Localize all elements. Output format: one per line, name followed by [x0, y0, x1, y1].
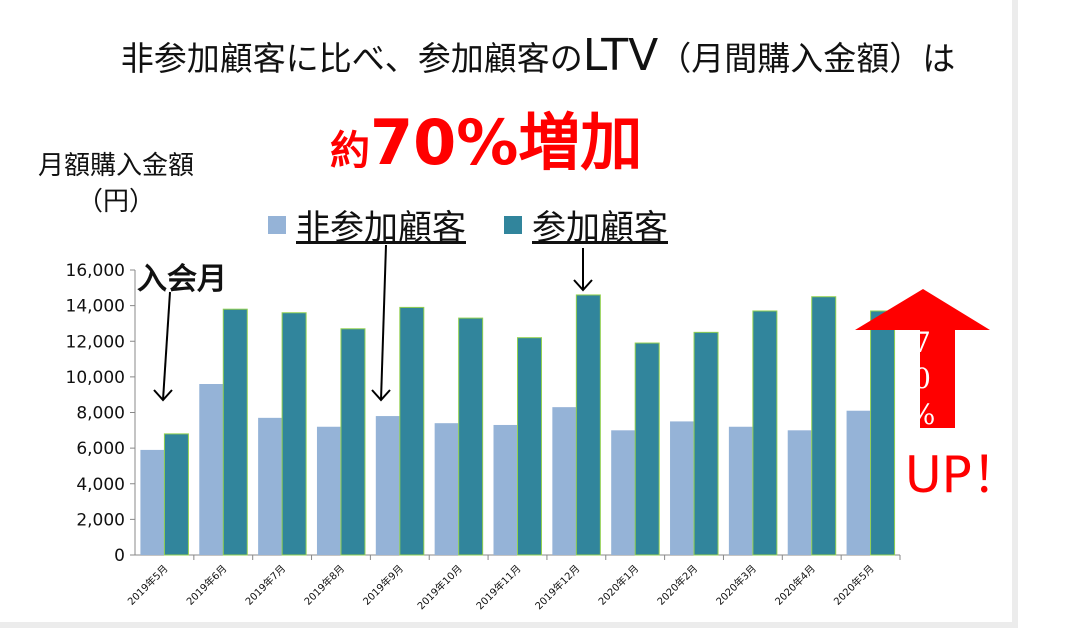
- arrow-head-icon: [371, 389, 391, 402]
- bar-participant: [340, 328, 366, 556]
- x-tick-label: 2019年11月: [473, 562, 523, 612]
- bar-participant: [281, 312, 307, 556]
- title-ltv: LTV: [582, 30, 659, 81]
- y-tick-label: 6,000: [76, 439, 125, 459]
- bar-non-participant: [728, 426, 753, 555]
- bar-participant: [517, 337, 542, 556]
- x-tick-label: 2020年3月: [713, 562, 759, 608]
- y-tick-label: 8,000: [76, 404, 125, 424]
- bar-non-participant: [611, 430, 636, 555]
- up-text: UP！: [905, 446, 1022, 504]
- slide-title: 非参加顧客に比べ、参加顧客のLTV（月間購入金額）は: [0, 30, 1076, 81]
- y-tick-label: 12,000: [66, 332, 125, 352]
- y-axis-label-line: （円）: [77, 187, 156, 217]
- bar-participant: [752, 310, 778, 556]
- y-tick-label: 14,000: [66, 297, 125, 317]
- y-axis-label-line: 月額購入金額: [38, 151, 195, 181]
- bar-participant: [634, 342, 660, 556]
- x-tick-label: 2019年7月: [242, 562, 288, 608]
- bar-non-participant: [140, 449, 165, 555]
- y-tick-label: 16,000: [66, 261, 125, 281]
- x-tick-label: 2019年5月: [125, 562, 171, 608]
- bar-participant: [575, 294, 601, 556]
- join-month-label: 入会月: [137, 262, 227, 297]
- up-arrow-percent-char: 0: [913, 362, 931, 395]
- title-part: （月間購入金額）は: [658, 39, 956, 78]
- up-arrow-percent-char: %: [909, 398, 936, 431]
- bar-non-participant: [552, 407, 577, 555]
- bar-non-participant: [434, 423, 459, 555]
- legend-label-part: 参加顧客: [532, 208, 668, 248]
- headline-prefix: 約: [330, 128, 370, 174]
- legend-swatch-non: [268, 215, 286, 234]
- y-tick-label: 2,000: [76, 510, 125, 530]
- headline: 約70%増加: [330, 92, 642, 182]
- bar-non-participant: [375, 416, 400, 555]
- arrow-head-icon: [573, 279, 593, 292]
- x-tick-label: 2020年5月: [831, 562, 877, 608]
- bar-non-participant: [258, 417, 283, 555]
- bar-non-participant: [199, 384, 224, 555]
- bar-participant: [870, 310, 896, 556]
- x-tick-label: 2019年10月: [414, 562, 464, 612]
- bar-non-participant: [787, 430, 812, 555]
- bar-non-participant: [670, 421, 695, 555]
- bar-participant: [693, 331, 719, 556]
- y-tick-label: 10,000: [66, 368, 125, 388]
- x-tick-label: 2019年6月: [184, 562, 230, 608]
- y-axis-label: 月額購入金額 （円）: [38, 148, 194, 220]
- legend-swatch-part: [504, 215, 522, 234]
- y-tick-label: 0: [114, 546, 125, 566]
- bar-participant: [399, 306, 425, 556]
- slide-frame: [0, 0, 1018, 628]
- bar-participant: [163, 433, 189, 556]
- x-tick-label: 2019年9月: [360, 562, 406, 608]
- bar-participant: [458, 317, 484, 556]
- x-tick-label: 2020年4月: [772, 562, 818, 608]
- annotation-arrow: [380, 244, 387, 401]
- bar-non-participant: [316, 426, 341, 555]
- x-tick-label: 2019年12月: [532, 562, 582, 612]
- x-tick-label: 2020年2月: [654, 562, 700, 608]
- headline-main: 70%増加: [370, 106, 643, 179]
- title-part: 非参加顧客に比べ、参加顧客の: [120, 39, 583, 78]
- legend: 非参加顧客 参加顧客: [268, 200, 696, 249]
- bar-participant: [222, 308, 248, 556]
- annotation-arrow: [162, 291, 171, 401]
- up-arrow-icon: [855, 289, 990, 428]
- bar-non-participant: [846, 410, 871, 555]
- x-tick-label: 2019年8月: [301, 562, 347, 608]
- up-arrow-percent-char: 7: [913, 326, 931, 359]
- y-tick-label: 4,000: [76, 475, 125, 495]
- arrow-head-icon: [153, 389, 173, 402]
- x-tick-label: 2020年1月: [595, 562, 641, 608]
- bar-non-participant: [493, 424, 518, 555]
- legend-label-non: 非参加顧客: [296, 208, 466, 248]
- bar-participant: [811, 296, 837, 556]
